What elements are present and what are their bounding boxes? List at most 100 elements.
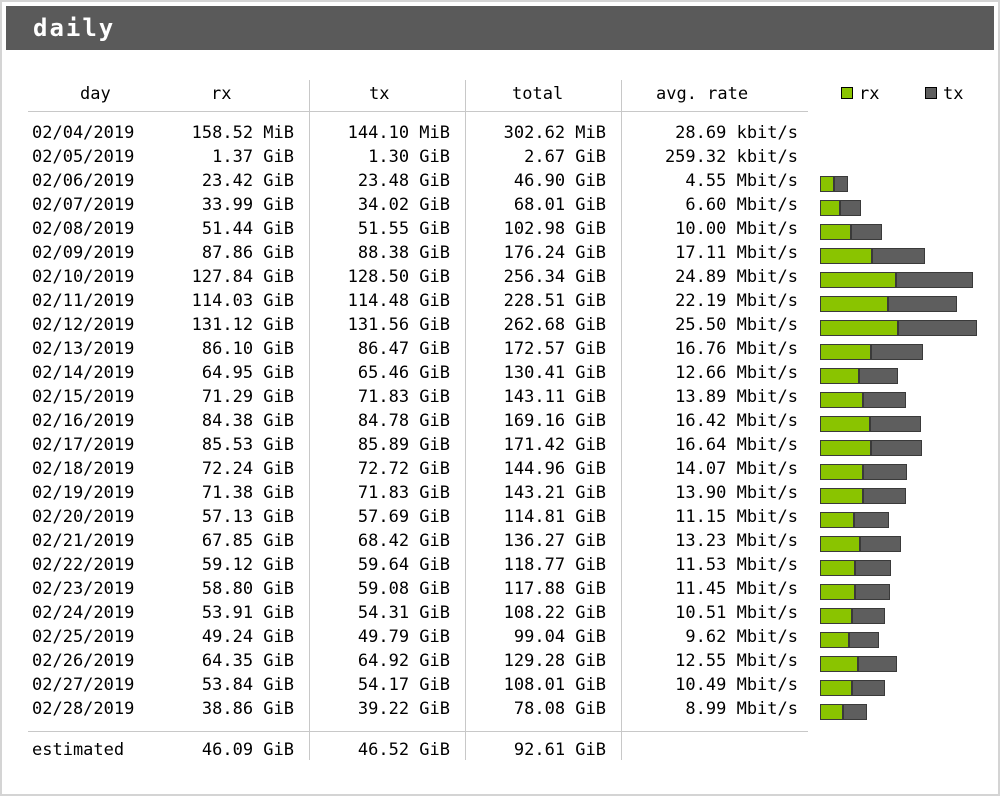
- table-cell-rate: 13.90 Mbit/s: [675, 483, 798, 503]
- bar-tx: [858, 656, 897, 672]
- table-cell-total: 78.08 GiB: [513, 699, 606, 719]
- bar-rx: [820, 224, 851, 240]
- bar-rx: [820, 440, 871, 456]
- bar-rx: [820, 272, 896, 288]
- table-cell-rate: 12.66 Mbit/s: [675, 363, 798, 383]
- table-cell-rx: 131.12 GiB: [191, 315, 294, 335]
- table-cell-total: 169.16 GiB: [503, 411, 606, 431]
- table-cell-day: 02/16/2019: [32, 411, 135, 431]
- bar-rx: [820, 584, 855, 600]
- table-cell-rx: 64.35 GiB: [201, 651, 294, 671]
- table-cell-rate: 16.64 Mbit/s: [675, 435, 798, 455]
- table-cell-rx: 84.38 GiB: [201, 411, 294, 431]
- table-cell-rate: 28.69 kbit/s: [675, 123, 798, 143]
- table-cell-rate: 24.89 Mbit/s: [675, 267, 798, 287]
- table-cell-tx: 54.17 GiB: [357, 675, 450, 695]
- bar-rx: [820, 464, 863, 480]
- table-cell-total: 143.21 GiB: [503, 483, 606, 503]
- table-cell-total: 143.11 GiB: [503, 387, 606, 407]
- bar-tx: [872, 248, 925, 264]
- table-cell-day: 02/19/2019: [32, 483, 135, 503]
- table-cell-rx: 53.84 GiB: [201, 675, 294, 695]
- table-cell-tx: 64.92 GiB: [357, 651, 450, 671]
- bar-rx: [820, 680, 852, 696]
- table-cell-rate: 11.45 Mbit/s: [675, 579, 798, 599]
- table-cell-rate: 6.60 Mbit/s: [685, 195, 798, 215]
- bar-rx: [820, 176, 834, 192]
- table-cell-tx: 86.47 GiB: [357, 339, 450, 359]
- table-cell-rx: 33.99 GiB: [201, 195, 294, 215]
- legend-tx-label: tx: [943, 84, 964, 104]
- table-cell-tx: 23.48 GiB: [357, 171, 450, 191]
- estimated-rule: [28, 731, 808, 732]
- table-cell-day: 02/11/2019: [32, 291, 135, 311]
- table-cell-rx: 58.80 GiB: [201, 579, 294, 599]
- table-cell-rate: 16.42 Mbit/s: [675, 411, 798, 431]
- table-cell-rate: 259.32 kbit/s: [664, 147, 798, 167]
- table-cell-day: 02/08/2019: [32, 219, 135, 239]
- table-cell-rx: 71.38 GiB: [201, 483, 294, 503]
- table-cell-rx: 86.10 GiB: [201, 339, 294, 359]
- table-cell-rate: 12.55 Mbit/s: [675, 651, 798, 671]
- table-cell-total: 256.34 GiB: [503, 267, 606, 287]
- table-cell-day: 02/10/2019: [32, 267, 135, 287]
- table-cell-day: 02/22/2019: [32, 555, 135, 575]
- table-cell-rate: 14.07 Mbit/s: [675, 459, 798, 479]
- bar-tx: [871, 440, 922, 456]
- table-cell-tx: 71.83 GiB: [357, 387, 450, 407]
- table-cell-rate: 11.15 Mbit/s: [675, 507, 798, 527]
- table-cell-rx: 57.13 GiB: [201, 507, 294, 527]
- table-cell-rx: 71.29 GiB: [201, 387, 294, 407]
- bar-rx: [820, 320, 898, 336]
- header-tx: tx: [369, 84, 390, 104]
- table-cell-tx: 114.48 GiB: [347, 291, 450, 311]
- bar-rx: [820, 512, 854, 528]
- table-cell-total: 172.57 GiB: [503, 339, 606, 359]
- table-cell-total: 108.22 GiB: [503, 603, 606, 623]
- bar-rx: [820, 200, 840, 216]
- bar-tx: [843, 704, 867, 720]
- estimated-tx: 46.52 GiB: [357, 740, 450, 760]
- bar-tx: [854, 512, 889, 528]
- table-cell-day: 02/07/2019: [32, 195, 135, 215]
- table-cell-tx: 85.89 GiB: [357, 435, 450, 455]
- table-cell-tx: 84.78 GiB: [357, 411, 450, 431]
- header-rx: rx: [211, 84, 232, 104]
- column-divider-3: [621, 80, 622, 760]
- table-cell-rate: 10.49 Mbit/s: [675, 675, 798, 695]
- panel-title: daily: [6, 6, 994, 50]
- bar-rx: [820, 344, 871, 360]
- table-cell-total: 262.68 GiB: [503, 315, 606, 335]
- table-cell-total: 171.42 GiB: [503, 435, 606, 455]
- table-cell-total: 68.01 GiB: [513, 195, 606, 215]
- bar-rx: [820, 368, 859, 384]
- table-cell-rate: 16.76 Mbit/s: [675, 339, 798, 359]
- estimated-total: 92.61 GiB: [513, 740, 606, 760]
- table-cell-rx: 114.03 GiB: [191, 291, 294, 311]
- bar-tx: [871, 344, 923, 360]
- bar-tx: [860, 536, 901, 552]
- table-cell-day: 02/27/2019: [32, 675, 135, 695]
- legend-tx-swatch: [925, 87, 937, 99]
- bar-rx: [820, 488, 863, 504]
- table-cell-tx: 34.02 GiB: [357, 195, 450, 215]
- bar-tx: [870, 416, 921, 432]
- table-cell-rx: 72.24 GiB: [201, 459, 294, 479]
- table-cell-rx: 51.44 GiB: [201, 219, 294, 239]
- table-cell-rate: 8.99 Mbit/s: [685, 699, 798, 719]
- table-cell-day: 02/04/2019: [32, 123, 135, 143]
- legend-rx-swatch: [841, 87, 853, 99]
- table-cell-rx: 59.12 GiB: [201, 555, 294, 575]
- bar-rx: [820, 392, 863, 408]
- bar-tx: [898, 320, 977, 336]
- table-cell-rate: 22.19 Mbit/s: [675, 291, 798, 311]
- table-cell-day: 02/24/2019: [32, 603, 135, 623]
- table-cell-day: 02/15/2019: [32, 387, 135, 407]
- table-cell-tx: 88.38 GiB: [357, 243, 450, 263]
- table-cell-total: 46.90 GiB: [513, 171, 606, 191]
- table-cell-tx: 1.30 GiB: [368, 147, 450, 167]
- bar-tx: [851, 224, 882, 240]
- header-avg-rate: avg. rate: [656, 84, 749, 104]
- bar-rx: [820, 608, 852, 624]
- table-cell-total: 118.77 GiB: [503, 555, 606, 575]
